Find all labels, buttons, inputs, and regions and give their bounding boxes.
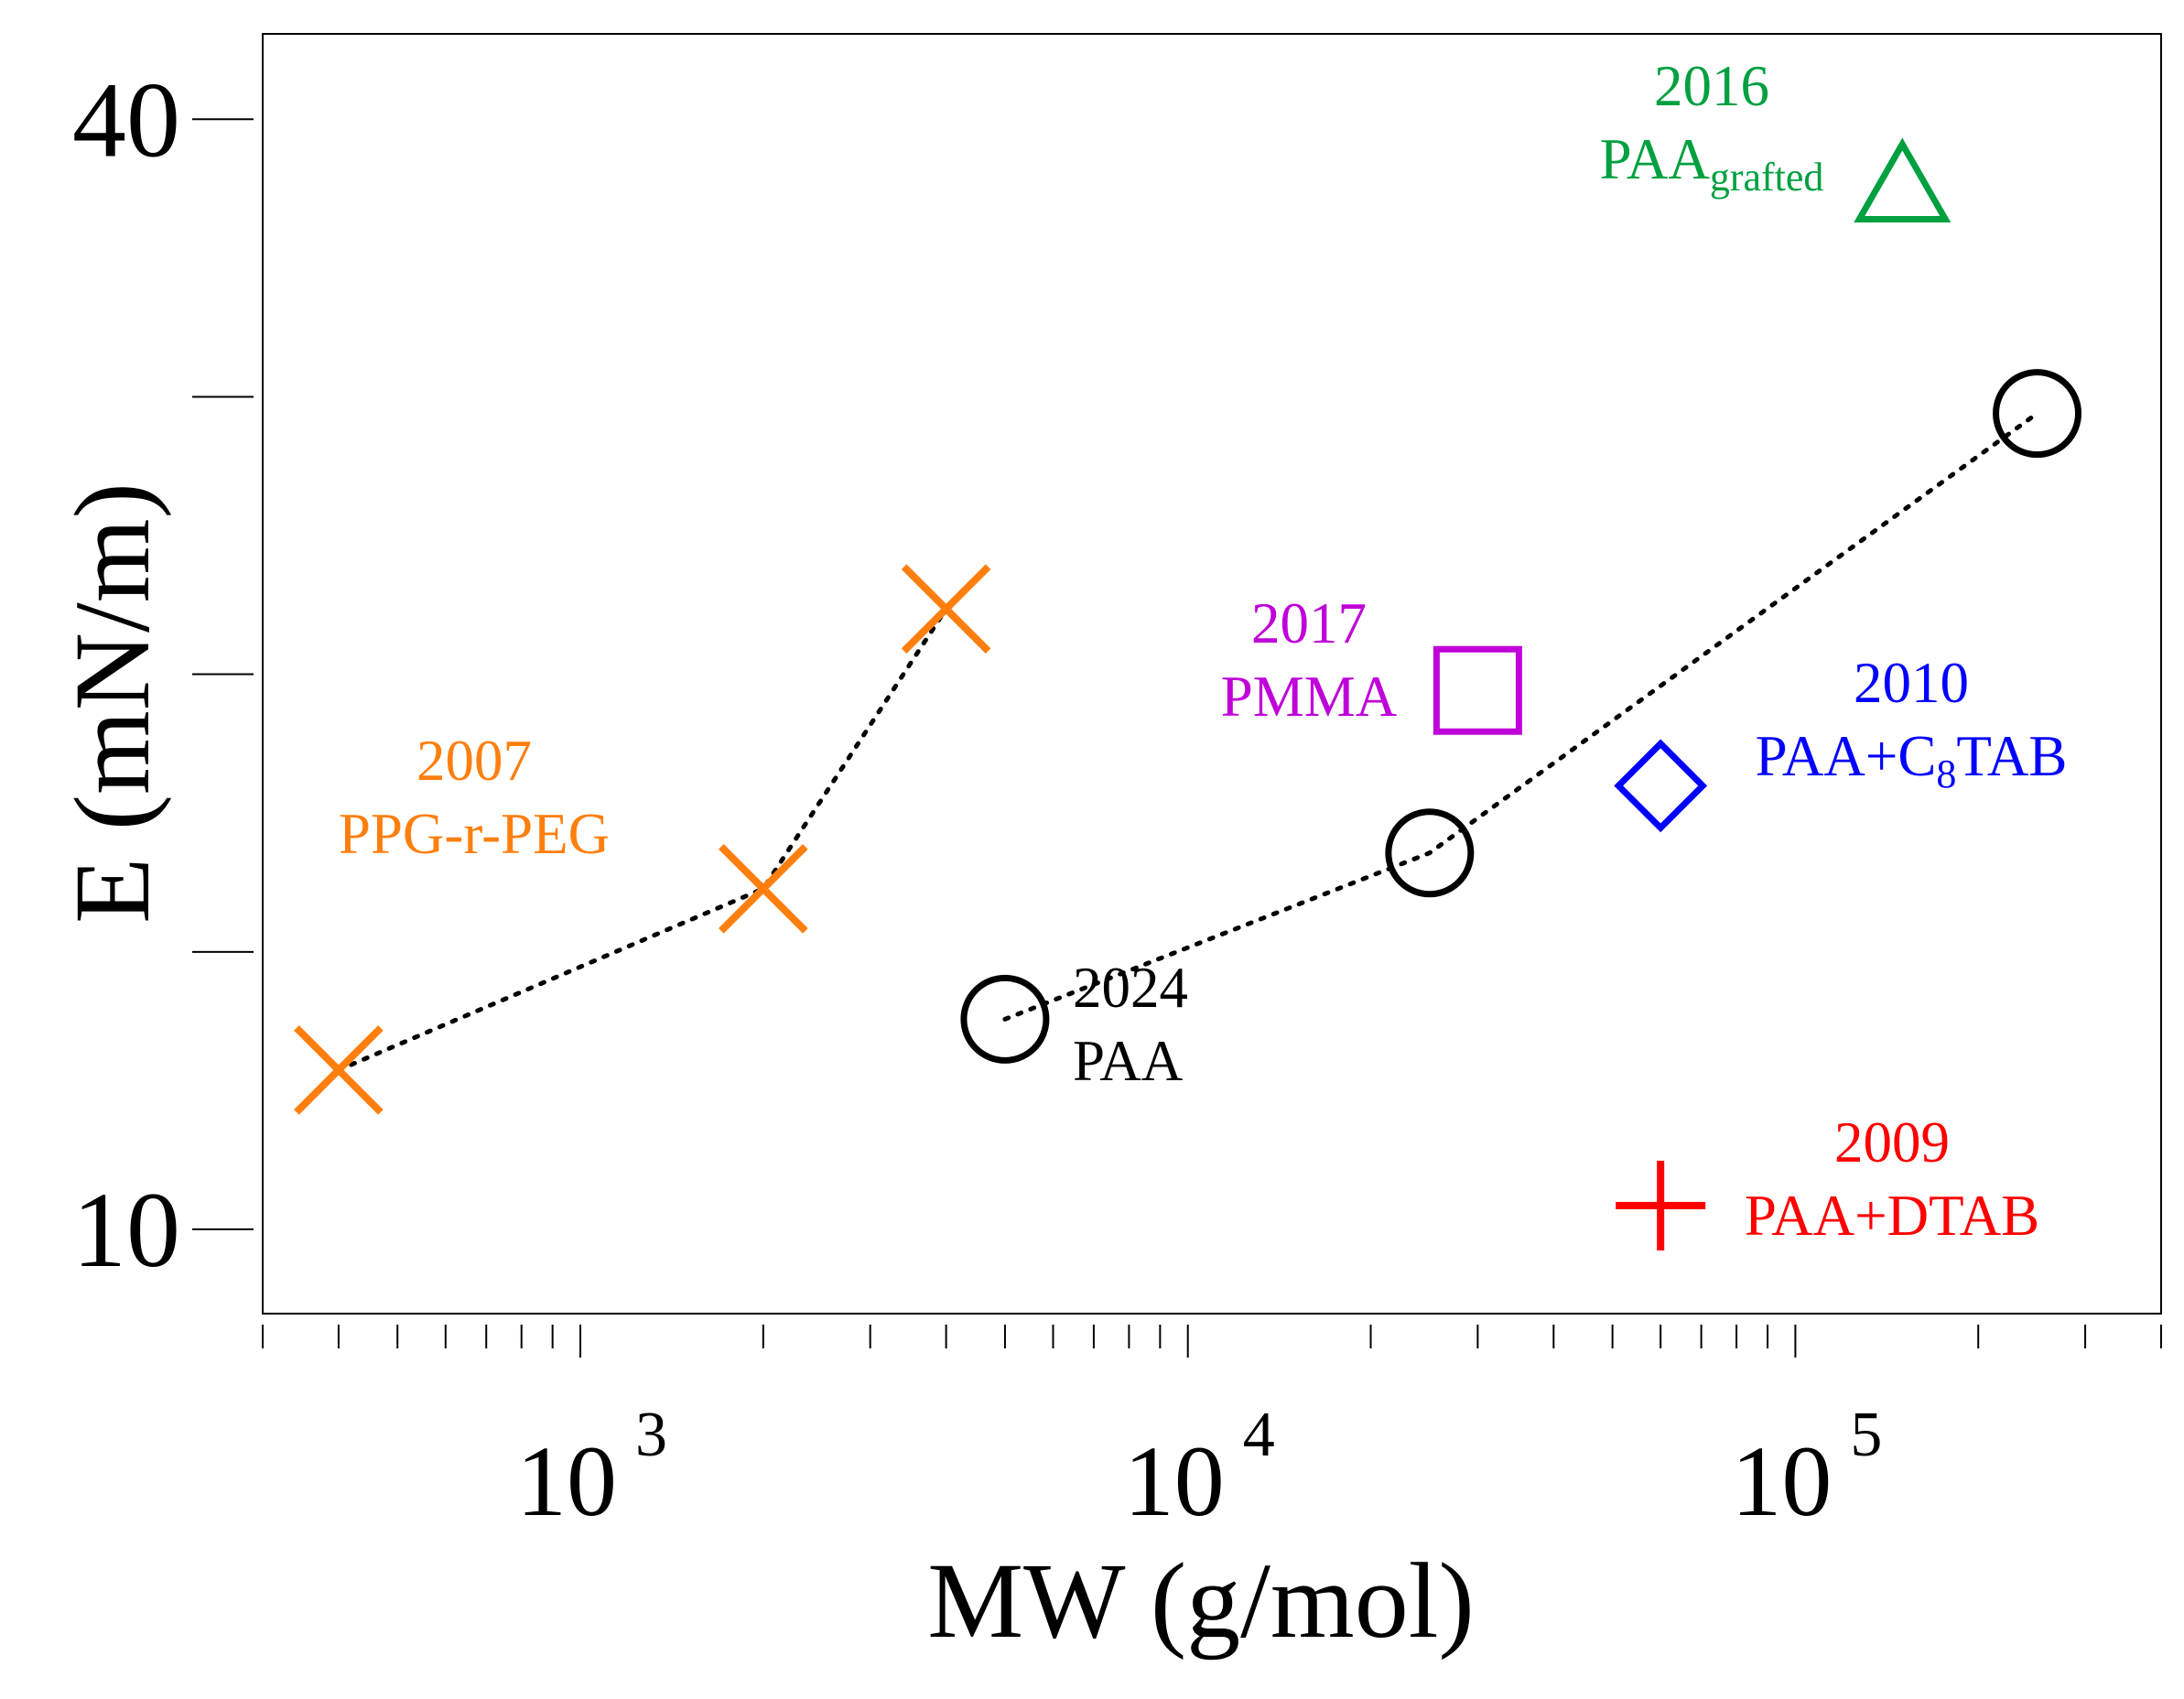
- circle-marker: [1993, 369, 2082, 459]
- x-axis-title: MW (g/mol): [927, 1541, 1475, 1661]
- x-marker: [294, 1025, 384, 1115]
- x-tick-label-exponent: 3: [635, 1400, 667, 1470]
- ppg-name-label: PPG-r-PEG: [339, 802, 610, 866]
- ppg-year-label: 2007: [416, 729, 532, 793]
- x-marker: [718, 844, 808, 934]
- series-labels: 2007 PPG-r-PEG 2024 PAA 2017 PMMA 2010 PAA+C8TA…: [339, 54, 2068, 1248]
- y-tick-label: 10: [72, 1170, 180, 1290]
- grafted-year-label: 2016: [1654, 54, 1769, 118]
- y-tick-label: 40: [72, 60, 180, 179]
- pmma-name-label: PMMA: [1221, 665, 1398, 729]
- paa-connector-line: [1002, 411, 2040, 1022]
- y-axis-title: E (mN/m): [52, 482, 172, 924]
- paa-year-label: 2024: [1073, 956, 1188, 1020]
- dtab-year-label: 2009: [1834, 1110, 1950, 1174]
- x-tick-label: 10: [1731, 1425, 1832, 1537]
- square-marker: [1433, 645, 1522, 735]
- diamond-marker: [1614, 739, 1708, 833]
- x-tick-label-exponent: 5: [1850, 1400, 1882, 1470]
- plus-marker: [1616, 1160, 1706, 1250]
- x-tick-label: 10: [1124, 1425, 1225, 1537]
- c8tab-year-label: 2010: [1854, 651, 1969, 715]
- circle-marker: [1385, 808, 1475, 898]
- dtab-name-label: PAA+DTAB: [1745, 1184, 2039, 1248]
- pmma-year-label: 2017: [1251, 591, 1367, 655]
- paa-name-label: PAA: [1073, 1029, 1184, 1093]
- ppg-connector-line: [336, 606, 949, 1073]
- x-tick-label-exponent: 4: [1243, 1400, 1275, 1470]
- grafted-name-label: PAAgrafted: [1600, 127, 1824, 200]
- axis-ticks: 10 3 10 4 10 5 10 40: [72, 60, 2162, 1537]
- triangle-marker: [1854, 137, 1952, 222]
- x-tick-label: 10: [516, 1425, 617, 1537]
- circle-marker: [960, 974, 1050, 1064]
- x-marker: [901, 564, 991, 655]
- connector-lines: [336, 411, 2040, 1073]
- plot-frame: [262, 33, 2162, 1315]
- c8tab-name-label: PAA+C8TAB: [1756, 724, 2068, 796]
- markers: [294, 137, 2082, 1250]
